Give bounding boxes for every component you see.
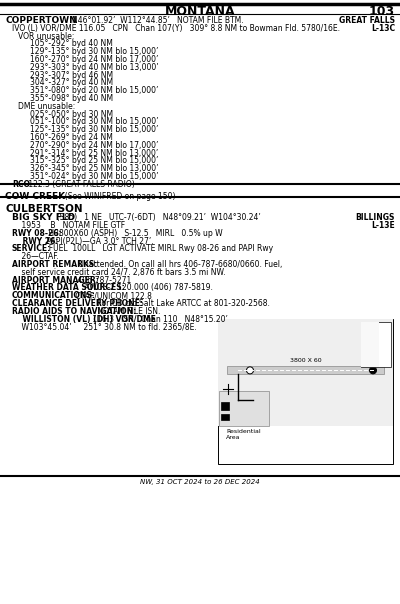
Text: 160°-270° byd 24 NM blo 17,000’: 160°-270° byd 24 NM blo 17,000’	[30, 55, 158, 64]
Text: (S85)   1 NE   UTC-7(-6DT)   N48°09.21’  W104°30.24’: (S85) 1 NE UTC-7(-6DT) N48°09.21’ W104°3…	[52, 213, 261, 222]
Text: 291°-314° byd 25 NM blo 13,000’: 291°-314° byd 25 NM blo 13,000’	[30, 149, 158, 158]
Text: H3800X60 (ASPH)   S-12.5   MIRL   0.5% up W: H3800X60 (ASPH) S-12.5 MIRL 0.5% up W	[46, 229, 223, 238]
Text: SERVICE:: SERVICE:	[12, 245, 51, 254]
Text: NOTAM FILE ISN.: NOTAM FILE ISN.	[95, 307, 160, 316]
Bar	[221, 402, 229, 410]
Text: For CD ctc Salt Lake ARTCC at 801-320-2568.: For CD ctc Salt Lake ARTCC at 801-320-25…	[95, 299, 270, 308]
Text: L-13C: L-13C	[371, 24, 395, 33]
Text: 351°-024° byd 30 NM blo 15,000’: 351°-024° byd 30 NM blo 15,000’	[30, 172, 158, 181]
Bar	[221, 414, 229, 420]
Text: COPPERTOWN: COPPERTOWN	[5, 16, 77, 25]
Text: WEATHER DATA SOURCES:: WEATHER DATA SOURCES:	[12, 283, 125, 292]
Text: VOR unusable:: VOR unusable:	[18, 31, 74, 40]
Bar	[219, 391, 269, 426]
Text: COMMUNICATIONS:: COMMUNICATIONS:	[12, 291, 96, 300]
Text: 406-787-5271: 406-787-5271	[75, 275, 131, 284]
Text: AIRPORT REMARKS:: AIRPORT REMARKS:	[12, 260, 97, 269]
Text: DME unusable:: DME unusable:	[18, 102, 75, 111]
Text: 351°-080° byd 20 NM blo 15,000’: 351°-080° byd 20 NM blo 15,000’	[30, 86, 158, 95]
Text: 270°-290° byd 24 NM blo 17,000’: 270°-290° byd 24 NM blo 17,000’	[30, 141, 158, 150]
Text: RADIO AIDS TO NAVIGATION:: RADIO AIDS TO NAVIGATION:	[12, 307, 136, 316]
Text: 125°-135° byd 30 NM blo 15,000’: 125°-135° byd 30 NM blo 15,000’	[30, 125, 158, 134]
Text: RWY 08-26:: RWY 08-26:	[12, 229, 62, 238]
Text: 105°-292° byd 40 NM: 105°-292° byd 40 NM	[30, 39, 113, 48]
Text: 025°-050° byd 30 NM: 025°-050° byd 30 NM	[30, 109, 113, 118]
Text: 116.3   ISN   Chan 110   N48°15.20’: 116.3 ISN Chan 110 N48°15.20’	[90, 315, 228, 324]
Text: 051°-100° byd 30 NM blo 15,000’: 051°-100° byd 30 NM blo 15,000’	[30, 117, 158, 126]
Text: 129°-135° byd 30 NM blo 15,000’: 129°-135° byd 30 NM blo 15,000’	[30, 47, 158, 56]
Text: RWY 26:: RWY 26:	[12, 237, 58, 246]
Text: 315°-325° byd 25 NM blo 15,000’: 315°-325° byd 25 NM blo 15,000’	[30, 156, 158, 165]
Text: RCO: RCO	[12, 180, 30, 189]
Text: CTAF/UNICOM 122.8: CTAF/UNICOM 122.8	[73, 291, 152, 300]
Text: PAPI(P2L)—GA 3.0° TCH 27’.: PAPI(P2L)—GA 3.0° TCH 27’.	[44, 237, 154, 246]
Bar	[218, 319, 393, 426]
Text: 160°-269° byd 24 NM: 160°-269° byd 24 NM	[30, 133, 113, 142]
Text: Residential
Area: Residential Area	[226, 429, 261, 440]
Circle shape	[382, 330, 388, 338]
Text: CLEARANCE DELIVERY PHONE:: CLEARANCE DELIVERY PHONE:	[12, 299, 143, 308]
Text: AWOS-2 120.000 (406) 787-5819.: AWOS-2 120.000 (406) 787-5819.	[82, 283, 213, 292]
Text: 293°-307° byd 46 NM: 293°-307° byd 46 NM	[30, 71, 113, 80]
Text: (See WINIFRED on page 150): (See WINIFRED on page 150)	[60, 191, 176, 201]
Text: Unattended. On call all hrs 406-787-6680/0660. Fuel,: Unattended. On call all hrs 406-787-6680…	[76, 260, 282, 269]
Text: 122.3 (GREAT FALLS RADIO): 122.3 (GREAT FALLS RADIO)	[26, 180, 135, 189]
Text: IVO (L) VOR/DME 116.05   CPN   Chan 107(Y)   309° 8.8 NM to Bowman Fld. 5780/16E: IVO (L) VOR/DME 116.05 CPN Chan 107(Y) 3…	[12, 24, 340, 33]
Bar	[218, 319, 393, 464]
Text: 3800 X 60: 3800 X 60	[290, 358, 321, 364]
Text: WILLISTON (VL) (DH) VOR/DME: WILLISTON (VL) (DH) VOR/DME	[12, 315, 156, 324]
Text: 293°-303° byd 40 NM blo 13,000’: 293°-303° byd 40 NM blo 13,000’	[30, 63, 159, 72]
Text: self service credit card 24/7. 2,876 ft bars 3.5 mi NW.: self service credit card 24/7. 2,876 ft …	[12, 268, 226, 277]
Text: GREAT FALLS: GREAT FALLS	[339, 16, 395, 25]
Bar	[219, 427, 392, 463]
Text: N46°01.92’  W112°44.85’   NOTAM FILE BTM.: N46°01.92’ W112°44.85’ NOTAM FILE BTM.	[72, 16, 244, 25]
Bar	[361, 322, 379, 367]
Text: FUEL  100LL   LGT ACTIVATE MIRL Rwy 08-26 and PAPI Rwy: FUEL 100LL LGT ACTIVATE MIRL Rwy 08-26 a…	[44, 245, 273, 254]
Text: CULBERTSON: CULBERTSON	[5, 204, 83, 214]
Text: 26—CTAF.: 26—CTAF.	[12, 252, 59, 261]
Text: COW CREEK: COW CREEK	[5, 191, 65, 201]
Text: BILLINGS: BILLINGS	[356, 213, 395, 222]
Text: 1953    B   NOTAM FILE GTF: 1953 B NOTAM FILE GTF	[12, 221, 125, 230]
Bar	[361, 322, 391, 367]
Text: NW, 31 OCT 2024 to 26 DEC 2024: NW, 31 OCT 2024 to 26 DEC 2024	[140, 479, 260, 485]
Bar	[227, 367, 384, 374]
Text: 304°-327° byd 40 NM: 304°-327° byd 40 NM	[30, 79, 113, 88]
Circle shape	[370, 367, 376, 374]
Text: 355°-098° byd 40 NM: 355°-098° byd 40 NM	[30, 94, 113, 103]
Text: 103: 103	[369, 5, 395, 18]
Circle shape	[246, 367, 254, 374]
Text: MONTANA: MONTANA	[165, 5, 235, 18]
Text: L-13E: L-13E	[371, 221, 395, 230]
Circle shape	[382, 341, 388, 347]
Text: 326°-345° byd 25 NM blo 13,000’: 326°-345° byd 25 NM blo 13,000’	[30, 164, 158, 173]
Text: BIG SKY FLD: BIG SKY FLD	[12, 213, 75, 222]
Text: AIRPORT MANAGER:: AIRPORT MANAGER:	[12, 275, 99, 284]
Text: W103°45.04’     251° 30.8 NM to fld. 2365/8E.: W103°45.04’ 251° 30.8 NM to fld. 2365/8E…	[12, 323, 197, 332]
